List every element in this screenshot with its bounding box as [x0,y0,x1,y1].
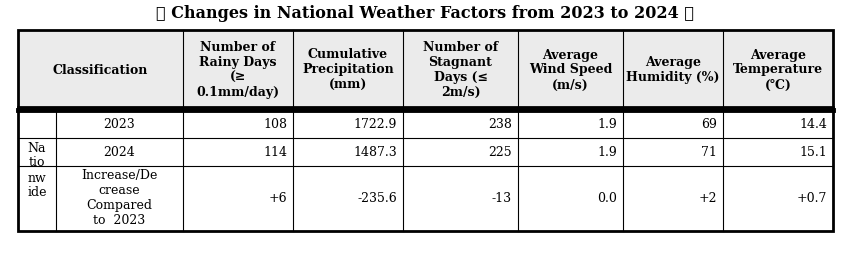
Text: Number of
Stagnant
Days (≤
2m/s): Number of Stagnant Days (≤ 2m/s) [423,41,498,99]
Text: Number of
Rainy Days
(≥
0.1mm/day): Number of Rainy Days (≥ 0.1mm/day) [197,41,280,99]
Text: 108: 108 [263,117,287,130]
Text: +0.7: +0.7 [797,192,827,205]
Bar [18,30,833,110]
Text: 225: 225 [488,145,512,158]
Text: -235.6: -235.6 [357,192,397,205]
Text: 1.9: 1.9 [597,145,617,158]
Text: 14.4: 14.4 [799,117,827,130]
Text: Cumulative
Precipitation
(mm): Cumulative Precipitation (mm) [302,49,394,92]
Text: Average
Humidity (%): Average Humidity (%) [626,56,720,84]
Text: 2023: 2023 [104,117,135,130]
Text: +6: +6 [268,192,287,205]
Text: Average
Temperature
(℃): Average Temperature (℃) [733,49,823,92]
Text: 1722.9: 1722.9 [354,117,397,130]
Text: 【 Changes in National Weather Factors from 2023 to 2024 】: 【 Changes in National Weather Factors fr… [157,5,694,22]
Bar [18,166,833,231]
Text: 2024: 2024 [104,145,135,158]
Text: +2: +2 [699,192,717,205]
Text: Average
Wind Speed
(m/s): Average Wind Speed (m/s) [528,49,612,92]
Text: Na
tio
nw
ide: Na tio nw ide [27,141,47,199]
Text: -13: -13 [492,192,512,205]
Text: 15.1: 15.1 [799,145,827,158]
Bar [18,30,833,231]
Text: 71: 71 [701,145,717,158]
Text: 69: 69 [701,117,717,130]
Text: 114: 114 [263,145,287,158]
Text: 0.0: 0.0 [597,192,617,205]
Text: Classification: Classification [53,63,148,76]
Text: 1.9: 1.9 [597,117,617,130]
Bar [18,138,833,166]
Text: 1487.3: 1487.3 [353,145,397,158]
Text: 238: 238 [488,117,512,130]
Text: Increase/De
crease
Compared
to  2023: Increase/De crease Compared to 2023 [82,169,157,228]
Bar [18,110,833,138]
